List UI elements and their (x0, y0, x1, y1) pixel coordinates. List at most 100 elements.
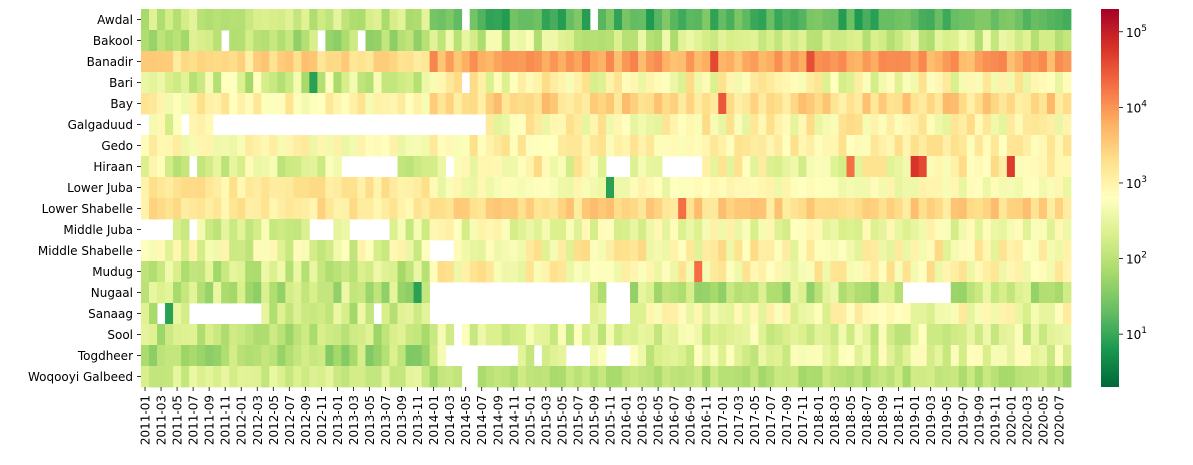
heatmap-cell (838, 51, 847, 73)
heatmap-cell (589, 30, 599, 52)
heatmap-cell (910, 93, 920, 115)
heatmap-cell (838, 345, 847, 367)
heatmap-cell (910, 30, 920, 52)
heatmap-cell (926, 324, 936, 346)
column-label: 2017-03 (732, 395, 746, 445)
heatmap-cell (373, 345, 382, 367)
heatmap-cell (365, 324, 374, 346)
heatmap-cell (822, 177, 831, 199)
heatmap-cell (942, 219, 952, 241)
heatmap-cell (942, 177, 952, 199)
heatmap-cell (317, 177, 326, 199)
heatmap-cell (197, 261, 206, 283)
heatmap-cell (1030, 156, 1040, 178)
heatmap-cell (389, 72, 398, 94)
column-label: 2011-11 (219, 395, 233, 445)
heatmap-cell (365, 345, 374, 367)
heatmap-cell (750, 93, 759, 115)
heatmap-cell (926, 345, 936, 367)
heatmap-cell (758, 114, 767, 136)
heatmap-cell (694, 93, 703, 115)
heatmap-cell (638, 303, 647, 325)
heatmap-cell (493, 114, 503, 136)
heatmap-cell (213, 261, 222, 283)
column-label: 2014-11 (507, 395, 521, 445)
heatmap-cell (862, 282, 871, 304)
heatmap-cell (990, 198, 1000, 220)
heatmap-cell (1038, 240, 1048, 262)
heatmap-cell (189, 9, 198, 31)
heatmap-cell (950, 51, 960, 73)
heatmap-cell (365, 9, 374, 31)
heatmap-cell (830, 156, 839, 178)
heatmap-cell (269, 93, 278, 115)
heatmap-cell (357, 72, 366, 94)
heatmap-cell (413, 282, 423, 304)
heatmap-cell (750, 30, 759, 52)
heatmap-cell (181, 303, 190, 325)
heatmap-cell (549, 240, 559, 262)
heatmap-cell (253, 30, 262, 52)
heatmap-cell (285, 93, 294, 115)
heatmap-cell (926, 261, 936, 283)
heatmap-cell (221, 261, 230, 283)
heatmap-cell (397, 156, 406, 178)
heatmap-cell (517, 51, 527, 73)
heatmap-cell (1022, 114, 1032, 136)
heatmap-cell (918, 324, 928, 346)
heatmap-cell (654, 261, 663, 283)
heatmap-cell (221, 366, 230, 388)
heatmap-cell (990, 177, 1000, 199)
heatmap-cell (477, 156, 487, 178)
heatmap-cell (718, 261, 727, 283)
heatmap-cell (517, 114, 527, 136)
heatmap-cell (1062, 345, 1072, 367)
heatmap-cell (549, 9, 559, 31)
heatmap-cell (974, 177, 984, 199)
heatmap-cell (1046, 261, 1056, 283)
heatmap-cell (654, 72, 663, 94)
heatmap-cell (197, 219, 206, 241)
heatmap-cell (349, 30, 358, 52)
heatmap-cell (686, 51, 695, 73)
heatmap-cell (606, 72, 615, 94)
heatmap-cell (870, 345, 879, 367)
heatmap-cell (942, 72, 952, 94)
heatmap-cell (189, 240, 198, 262)
heatmap-cell (1046, 177, 1056, 199)
heatmap-cell (646, 240, 655, 262)
heatmap-cell (157, 240, 166, 262)
heatmap-cell (205, 345, 214, 367)
heatmap-cell (710, 177, 719, 199)
heatmap-cell (630, 366, 639, 388)
heatmap-cell (870, 198, 879, 220)
heatmap-cell (966, 72, 976, 94)
column-label: 2012-05 (267, 395, 281, 445)
heatmap-cell (349, 282, 358, 304)
heatmap-cell (662, 303, 671, 325)
heatmap-cell (477, 324, 487, 346)
heatmap-cell (998, 366, 1008, 388)
heatmap-cell (710, 30, 719, 52)
heatmap-cell (902, 177, 912, 199)
heatmap-cell (573, 366, 583, 388)
heatmap-cell (205, 219, 214, 241)
heatmap-cell (261, 93, 270, 115)
heatmap-cell (918, 219, 928, 241)
heatmap-cell (437, 261, 447, 283)
heatmap-cell (790, 72, 799, 94)
heatmap-cell (221, 72, 230, 94)
heatmap-cell (894, 30, 904, 52)
heatmap-cell (758, 51, 767, 73)
heatmap-cell (301, 177, 310, 199)
heatmap-cell (413, 324, 423, 346)
heatmap-cell (301, 324, 310, 346)
heatmap-cell (381, 261, 390, 283)
heatmap-cell (950, 366, 960, 388)
heatmap-cell (597, 51, 607, 73)
heatmap-cell (750, 51, 759, 73)
heatmap-cell (541, 366, 551, 388)
heatmap-cell (726, 240, 735, 262)
heatmap-cell (389, 261, 398, 283)
heatmap-cell (485, 198, 495, 220)
